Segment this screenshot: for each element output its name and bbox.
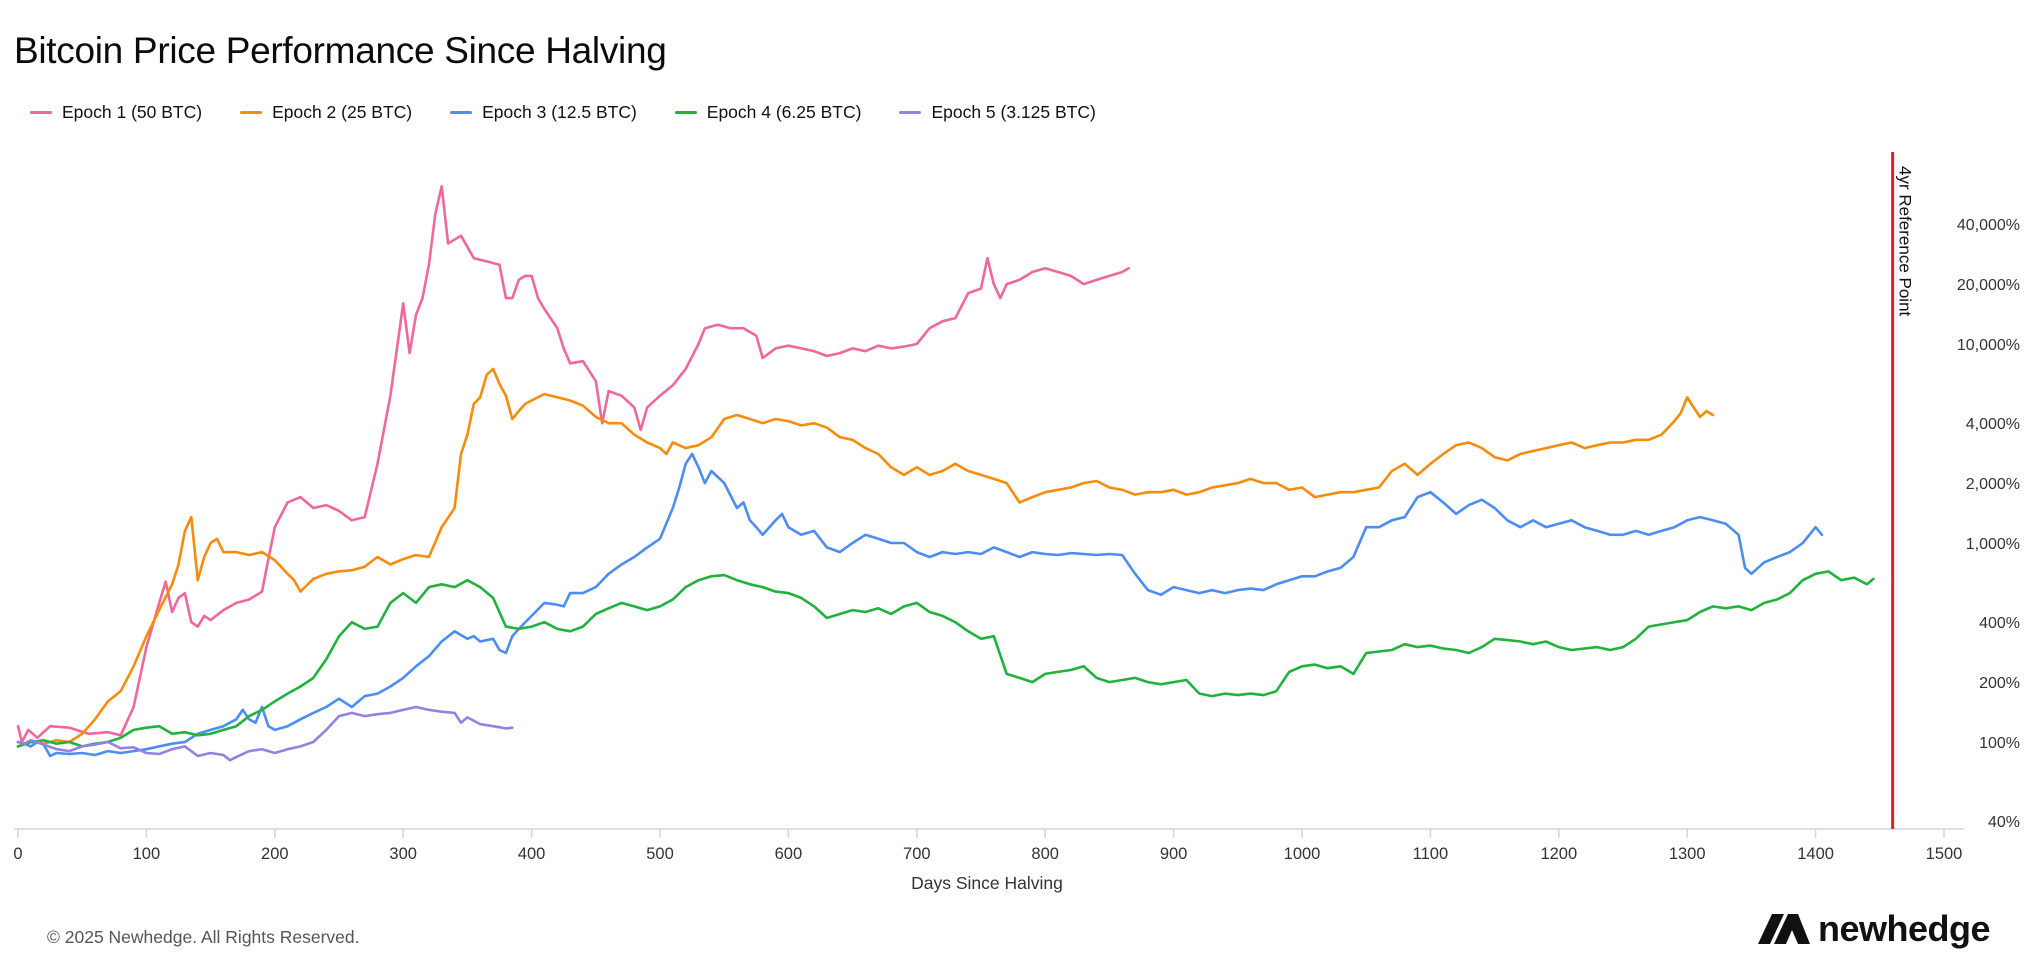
brand-name: newhedge (1818, 908, 1991, 949)
copyright-text: © 2025 Newhedge. All Rights Reserved. (47, 927, 360, 947)
legend-label-epoch-5: Epoch 5 (3.125 BTC) (931, 102, 1096, 122)
legend-swatch-epoch-3 (450, 111, 473, 114)
y-tick-label: 20,000% (1957, 277, 2020, 294)
legend-label-epoch-3: Epoch 3 (12.5 BTC) (482, 102, 637, 122)
legend-item-epoch-1[interactable]: Epoch 1 (50 BTC) (30, 102, 202, 123)
y-tick-label: 2,000% (1966, 476, 2020, 493)
y-tick-label: 200% (1979, 675, 2020, 692)
legend-swatch-epoch-2 (240, 111, 263, 114)
x-tick-label: 700 (903, 845, 931, 863)
legend-label-epoch-4: Epoch 4 (6.25 BTC) (706, 102, 862, 122)
x-tick-label: 600 (775, 845, 803, 863)
x-tick-label: 300 (389, 845, 417, 863)
series-line-epoch-4[interactable] (16, 570, 1875, 748)
x-tick-label: 500 (646, 845, 674, 863)
legend-swatch-epoch-4 (674, 111, 697, 114)
legend-item-epoch-5[interactable]: Epoch 5 (3.125 BTC) (899, 102, 1096, 123)
x-tick-label: 1100 (1413, 845, 1448, 863)
x-tick-label: 800 (1031, 845, 1059, 863)
x-tick-label: 900 (1160, 845, 1188, 863)
x-tick-label: 1200 (1540, 845, 1577, 863)
y-tick-label: 1,000% (1966, 536, 2020, 553)
legend-label-epoch-2: Epoch 2 (25 BTC) (272, 102, 413, 122)
x-tick-label: 1300 (1669, 845, 1706, 863)
legend-item-epoch-4[interactable]: Epoch 4 (6.25 BTC) (674, 102, 862, 123)
brand-logo[interactable]: newhedge (1758, 908, 1991, 950)
axis-layer: 0 100 200 300 400 500 600 700 800 900 1000 1100 1200… (13, 152, 2020, 893)
x-tick-label: 1400 (1797, 845, 1834, 863)
series-line-epoch-5[interactable] (16, 705, 514, 762)
legend-swatch-epoch-1 (30, 111, 52, 114)
series-line-epoch-1[interactable] (16, 185, 1130, 744)
newhedge-logo-icon (1758, 914, 1810, 944)
x-tick-label: 200 (261, 845, 289, 863)
series-line-epoch-2[interactable] (16, 367, 1715, 748)
x-axis-title: Days Since Halving (911, 873, 1063, 893)
y-tick-label: 40,000% (1957, 217, 2020, 234)
series-layer (16, 185, 1875, 762)
y-tick-label: 4,000% (1966, 416, 2020, 433)
legend-item-epoch-2[interactable]: Epoch 2 (25 BTC) (240, 102, 412, 123)
legend: Epoch 1 (50 BTC) Epoch 2 (25 BTC) Epoch … (30, 102, 1134, 123)
x-tick-label: 1000 (1284, 845, 1321, 863)
x-tick-label: 100 (133, 845, 161, 863)
chart-title: Bitcoin Price Performance Since Halving (14, 30, 667, 71)
y-tick-label: 10,000% (1957, 337, 2020, 354)
x-tick-label: 400 (518, 845, 546, 863)
reference-line-label: 4yr Reference Point (1896, 166, 1915, 317)
x-tick-label: 1500 (1926, 845, 1963, 863)
y-tick-label: 400% (1979, 615, 2020, 632)
legend-item-epoch-3[interactable]: Epoch 3 (12.5 BTC) (450, 102, 637, 123)
y-tick-label: 40% (1988, 814, 2020, 831)
legend-swatch-epoch-5 (899, 111, 922, 114)
x-tick-label: 0 (13, 845, 22, 863)
series-line-epoch-3[interactable] (16, 452, 1824, 758)
legend-label-epoch-1: Epoch 1 (50 BTC) (62, 102, 203, 122)
y-tick-label: 100% (1979, 735, 2020, 752)
